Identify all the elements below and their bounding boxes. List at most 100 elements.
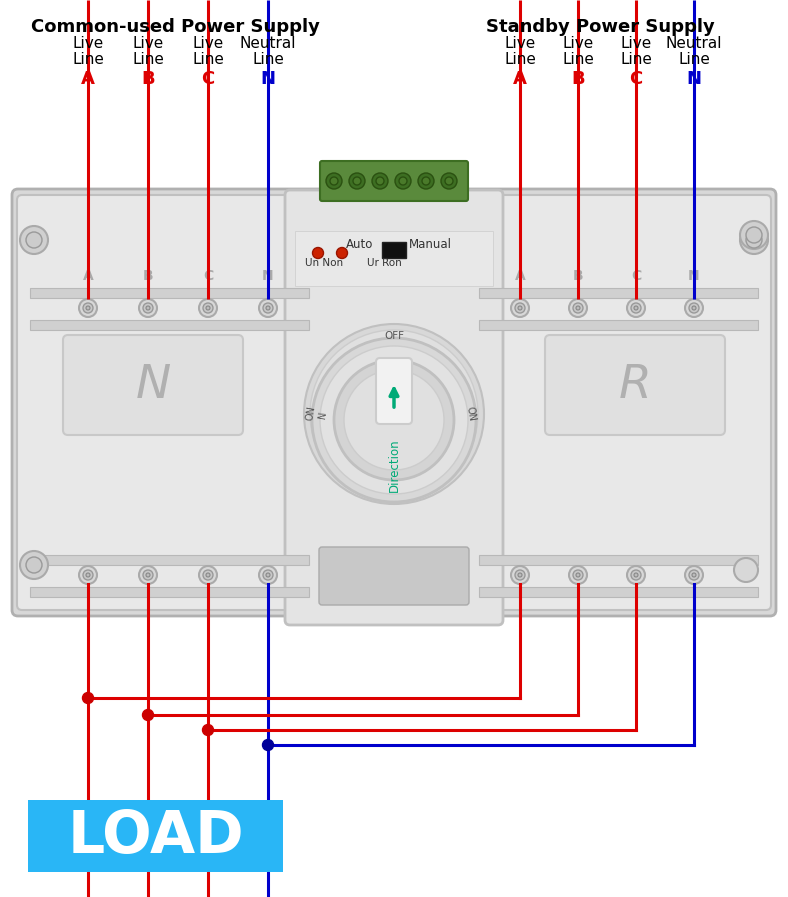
Bar xyxy=(382,242,406,258)
Circle shape xyxy=(569,299,587,317)
Text: N: N xyxy=(686,70,701,88)
Circle shape xyxy=(372,173,388,189)
Circle shape xyxy=(20,226,48,254)
Text: Ur Ron: Ur Ron xyxy=(367,258,402,268)
Circle shape xyxy=(740,226,768,254)
Text: Standby Power Supply: Standby Power Supply xyxy=(485,18,715,36)
Text: N: N xyxy=(262,269,273,283)
Text: N: N xyxy=(688,269,700,283)
Circle shape xyxy=(263,303,273,313)
Circle shape xyxy=(353,177,361,185)
Circle shape xyxy=(86,306,90,310)
Text: Line: Line xyxy=(132,52,164,67)
Circle shape xyxy=(203,725,214,736)
Circle shape xyxy=(304,324,484,504)
Circle shape xyxy=(79,566,97,584)
Bar xyxy=(479,320,758,330)
Circle shape xyxy=(569,566,587,584)
Text: B: B xyxy=(141,70,154,88)
Text: R: R xyxy=(619,362,652,407)
Circle shape xyxy=(312,338,476,502)
Text: Live: Live xyxy=(192,36,224,51)
Circle shape xyxy=(515,303,525,313)
Text: Neutral: Neutral xyxy=(666,36,723,51)
Bar xyxy=(30,587,309,597)
Circle shape xyxy=(573,303,583,313)
Circle shape xyxy=(203,570,213,580)
Circle shape xyxy=(685,566,703,584)
Circle shape xyxy=(685,299,703,317)
Bar xyxy=(22,580,766,608)
Text: Line: Line xyxy=(252,52,284,67)
Circle shape xyxy=(734,558,758,582)
Text: Line: Line xyxy=(192,52,224,67)
Circle shape xyxy=(441,173,457,189)
Circle shape xyxy=(627,566,645,584)
Text: A: A xyxy=(83,269,93,283)
Text: C: C xyxy=(203,269,213,283)
Circle shape xyxy=(266,306,270,310)
Text: N: N xyxy=(136,362,171,407)
Text: LOAD: LOAD xyxy=(67,807,243,865)
Bar xyxy=(479,555,758,565)
Circle shape xyxy=(83,570,93,580)
Circle shape xyxy=(26,557,42,573)
Circle shape xyxy=(689,570,699,580)
Bar xyxy=(295,231,493,286)
Text: Direction: Direction xyxy=(388,438,400,492)
Text: Line: Line xyxy=(72,52,104,67)
Circle shape xyxy=(146,573,150,577)
Circle shape xyxy=(692,573,696,577)
Text: Manual: Manual xyxy=(408,239,452,251)
Text: C: C xyxy=(631,269,641,283)
Text: Live: Live xyxy=(563,36,593,51)
Circle shape xyxy=(266,573,270,577)
Circle shape xyxy=(310,330,478,498)
Circle shape xyxy=(83,303,93,313)
Text: ON
N: ON N xyxy=(305,405,329,423)
Circle shape xyxy=(330,177,338,185)
Circle shape xyxy=(422,177,430,185)
Circle shape xyxy=(199,566,217,584)
Bar xyxy=(30,320,309,330)
Text: Line: Line xyxy=(562,52,594,67)
Text: Live: Live xyxy=(132,36,164,51)
Text: Auto: Auto xyxy=(346,239,374,251)
Circle shape xyxy=(511,299,529,317)
FancyBboxPatch shape xyxy=(545,335,725,435)
Bar xyxy=(28,800,283,872)
Text: B: B xyxy=(571,70,585,88)
Text: Neutral: Neutral xyxy=(240,36,296,51)
Circle shape xyxy=(740,221,768,249)
Circle shape xyxy=(79,299,97,317)
Circle shape xyxy=(573,570,583,580)
Circle shape xyxy=(203,303,213,313)
Circle shape xyxy=(313,248,324,258)
Circle shape xyxy=(143,710,154,720)
Circle shape xyxy=(139,299,157,317)
FancyBboxPatch shape xyxy=(17,195,322,610)
Text: Common-used Power Supply: Common-used Power Supply xyxy=(31,18,319,36)
Text: A: A xyxy=(513,70,527,88)
Circle shape xyxy=(518,573,522,577)
Circle shape xyxy=(395,173,411,189)
Text: C: C xyxy=(630,70,643,88)
Circle shape xyxy=(445,177,453,185)
FancyBboxPatch shape xyxy=(12,189,776,616)
Circle shape xyxy=(399,177,407,185)
Circle shape xyxy=(206,573,210,577)
Circle shape xyxy=(143,570,153,580)
Circle shape xyxy=(143,303,153,313)
Text: Live: Live xyxy=(72,36,104,51)
Circle shape xyxy=(20,551,48,579)
Circle shape xyxy=(326,173,342,189)
Circle shape xyxy=(511,566,529,584)
Circle shape xyxy=(336,248,348,258)
Text: C: C xyxy=(202,70,214,88)
Bar xyxy=(479,288,758,298)
Circle shape xyxy=(689,303,699,313)
Circle shape xyxy=(576,306,580,310)
FancyBboxPatch shape xyxy=(466,195,771,610)
Text: Live: Live xyxy=(504,36,536,51)
Circle shape xyxy=(259,566,277,584)
